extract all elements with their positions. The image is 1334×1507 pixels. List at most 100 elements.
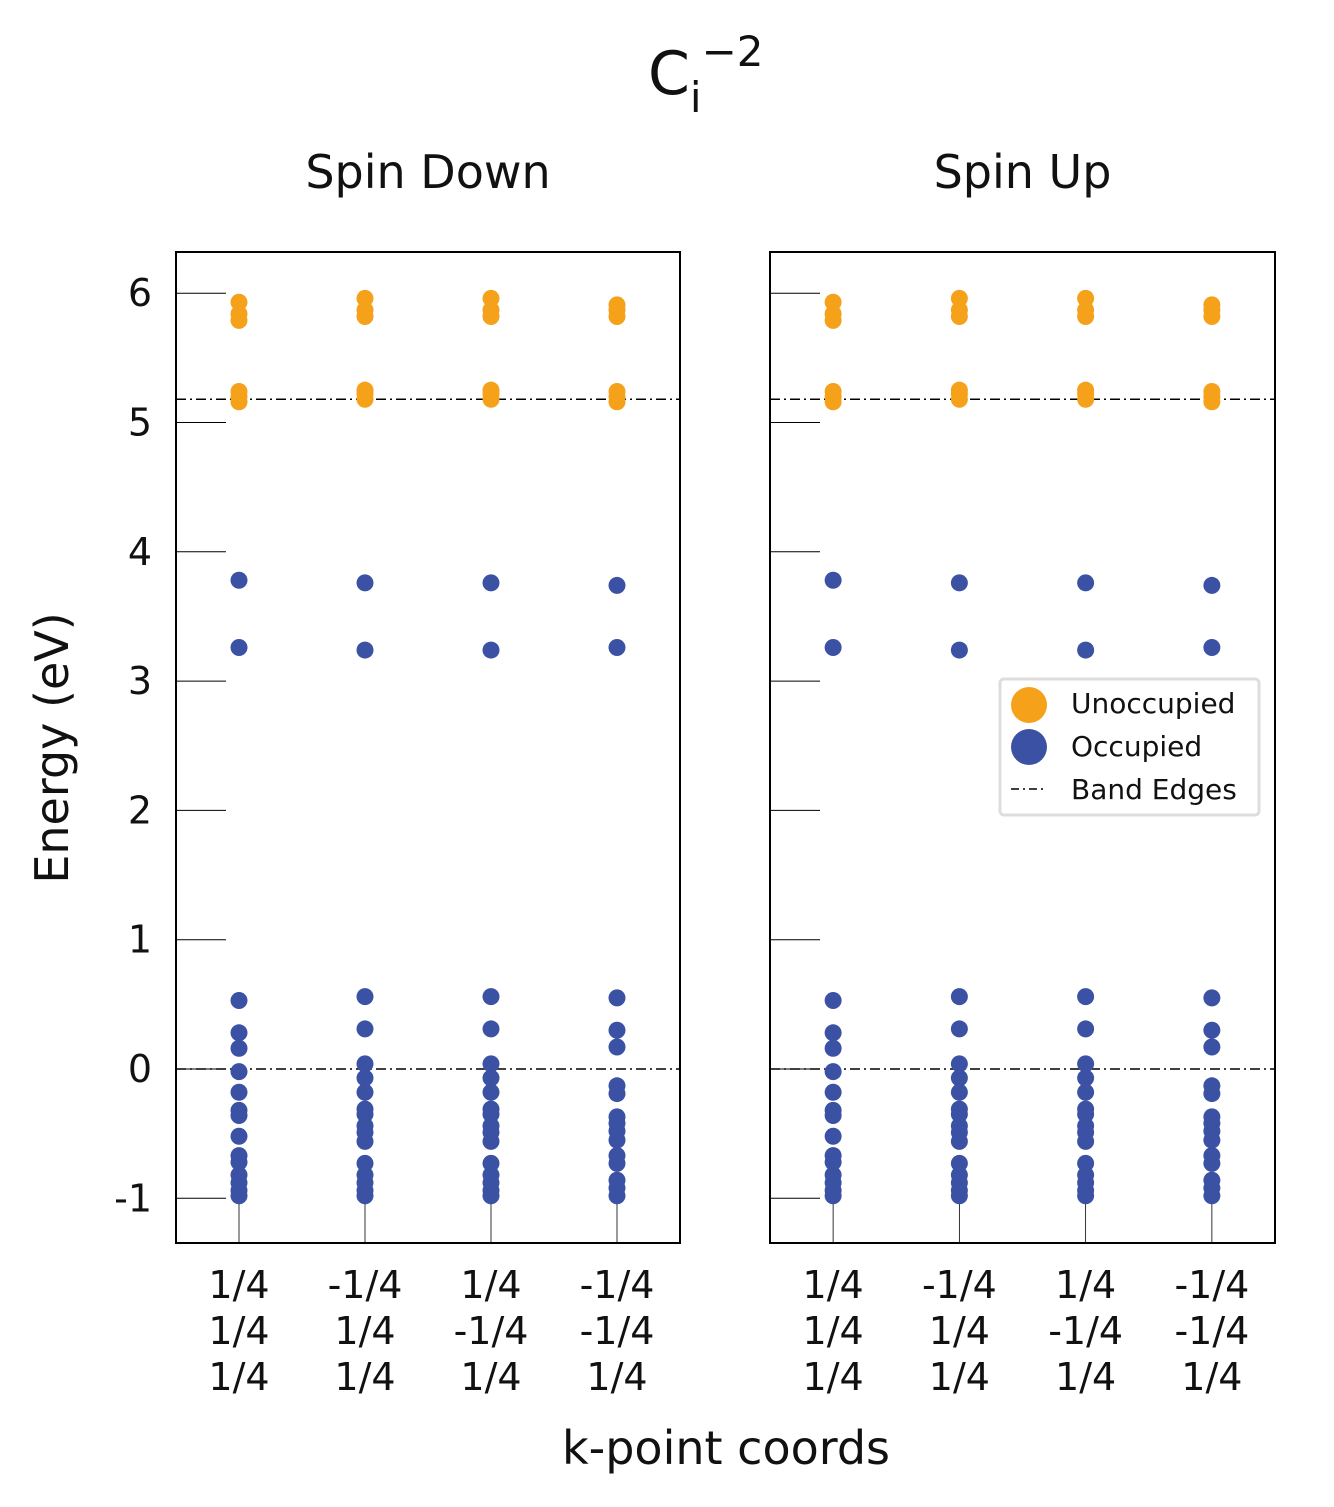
occupied-point bbox=[608, 1147, 626, 1165]
x-tick-label: -1/4 bbox=[1174, 1309, 1249, 1353]
occupied-point bbox=[824, 1039, 842, 1057]
x-tick-label: -1/4 bbox=[1174, 1263, 1249, 1307]
unoccupied-point bbox=[824, 382, 842, 400]
unoccupied-point bbox=[356, 381, 374, 399]
x-tick-label: 1/4 bbox=[1055, 1263, 1116, 1307]
unoccupied-point bbox=[356, 289, 374, 307]
unoccupied-point bbox=[230, 305, 248, 323]
legend-label: Occupied bbox=[1071, 730, 1202, 763]
occupied-point bbox=[482, 1083, 500, 1101]
occupied-point bbox=[1203, 1077, 1221, 1095]
x-axis-label: k-point coords bbox=[562, 1421, 890, 1475]
occupied-point bbox=[1203, 1171, 1221, 1189]
occupied-point bbox=[824, 1166, 842, 1184]
occupied-point bbox=[356, 988, 374, 1006]
legend-label: Unoccupied bbox=[1071, 687, 1235, 720]
x-tick-label: 1/4 bbox=[208, 1309, 269, 1353]
x-tick-label: 1/4 bbox=[334, 1355, 395, 1399]
y-tick-label: 6 bbox=[128, 271, 152, 315]
unoccupied-point bbox=[356, 301, 374, 319]
unoccupied-point bbox=[608, 382, 626, 400]
panel-title: Spin Up bbox=[934, 145, 1112, 199]
occupied-point bbox=[356, 1020, 374, 1038]
occupied-point bbox=[230, 1083, 248, 1101]
y-tick-label: 5 bbox=[128, 401, 152, 445]
occupied-point bbox=[230, 1101, 248, 1119]
occupied-point bbox=[824, 1147, 842, 1165]
occupied-point bbox=[1077, 1100, 1095, 1118]
figure-title-subscript: i bbox=[690, 73, 702, 122]
occupied-point bbox=[608, 1021, 626, 1039]
y-tick-label: 0 bbox=[128, 1047, 152, 1091]
y-tick-label: 3 bbox=[128, 659, 152, 703]
occupied-point bbox=[950, 1166, 968, 1184]
occupied-point bbox=[824, 1101, 842, 1119]
occupied-point bbox=[230, 571, 248, 589]
occupied-point bbox=[608, 1077, 626, 1095]
x-tick-label: -1/4 bbox=[1048, 1309, 1123, 1353]
occupied-point bbox=[1203, 1038, 1221, 1056]
occupied-point bbox=[1203, 1108, 1221, 1126]
occupied-point bbox=[824, 1063, 842, 1081]
occupied-point bbox=[356, 1154, 374, 1172]
occupied-point bbox=[356, 641, 374, 659]
occupied-point bbox=[950, 1069, 968, 1087]
y-tick-label: -1 bbox=[114, 1176, 152, 1220]
occupied-point bbox=[1203, 576, 1221, 594]
occupied-point bbox=[608, 1171, 626, 1189]
occupied-point bbox=[824, 1083, 842, 1101]
occupied-point bbox=[1077, 1117, 1095, 1135]
x-tick-label: 1/4 bbox=[1181, 1355, 1242, 1399]
unoccupied-point bbox=[230, 382, 248, 400]
occupied-point bbox=[230, 638, 248, 656]
occupied-point bbox=[230, 1039, 248, 1057]
occupied-point bbox=[950, 1117, 968, 1135]
panel-frame bbox=[769, 251, 1276, 1244]
x-tick-label: 1/4 bbox=[803, 1309, 864, 1353]
unoccupied-point bbox=[1077, 289, 1095, 307]
x-tick-label: 1/4 bbox=[208, 1263, 269, 1307]
panel-frame bbox=[175, 251, 681, 1244]
occupied-point bbox=[1203, 1021, 1221, 1039]
occupied-point bbox=[1077, 1154, 1095, 1172]
x-tick-label: 1/4 bbox=[1055, 1355, 1116, 1399]
y-axis-label: Energy (eV) bbox=[25, 612, 79, 883]
x-tick-label: 1/4 bbox=[460, 1263, 521, 1307]
x-tick-label: 1/4 bbox=[803, 1263, 864, 1307]
unoccupied-point bbox=[1077, 301, 1095, 319]
occupied-point bbox=[230, 1127, 248, 1145]
unoccupied-point bbox=[1077, 381, 1095, 399]
occupied-point bbox=[482, 1100, 500, 1118]
occupied-point bbox=[608, 1108, 626, 1126]
occupied-point bbox=[356, 1069, 374, 1087]
unoccupied-point bbox=[1203, 296, 1221, 314]
occupied-point bbox=[950, 641, 968, 659]
x-tick-label: 1/4 bbox=[586, 1355, 647, 1399]
unoccupied-point bbox=[950, 301, 968, 319]
occupied-point bbox=[1203, 638, 1221, 656]
occupied-point bbox=[1077, 1055, 1095, 1073]
x-tick-label: -1/4 bbox=[580, 1309, 655, 1353]
x-tick-label: -1/4 bbox=[922, 1263, 997, 1307]
occupied-point bbox=[482, 641, 500, 659]
occupied-point bbox=[230, 1166, 248, 1184]
unoccupied-point bbox=[824, 293, 842, 311]
occupied-point bbox=[608, 989, 626, 1007]
occupied-point bbox=[482, 1117, 500, 1135]
occupied-point bbox=[356, 1166, 374, 1184]
occupied-point bbox=[482, 988, 500, 1006]
legend-unoccupied-marker bbox=[1011, 687, 1047, 723]
unoccupied-point bbox=[482, 381, 500, 399]
occupied-point bbox=[950, 1154, 968, 1172]
panel-spin-up: Spin Up1/41/41/4-1/41/41/41/4-1/41/4-1/4… bbox=[769, 145, 1276, 1399]
occupied-point bbox=[950, 1100, 968, 1118]
unoccupied-point bbox=[950, 289, 968, 307]
x-tick-label: 1/4 bbox=[929, 1355, 990, 1399]
occupied-point bbox=[482, 1020, 500, 1038]
x-tick-label: -1/4 bbox=[580, 1263, 655, 1307]
figure-title-base: C bbox=[648, 39, 690, 109]
legend-label: Band Edges bbox=[1071, 773, 1237, 806]
occupied-point bbox=[482, 1166, 500, 1184]
unoccupied-point bbox=[950, 381, 968, 399]
